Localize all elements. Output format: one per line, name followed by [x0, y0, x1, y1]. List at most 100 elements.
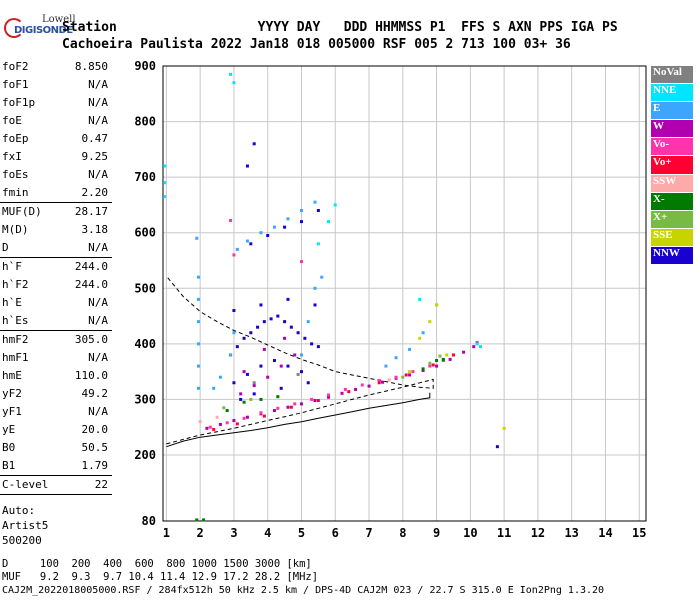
data-point [252, 142, 256, 146]
data-point [242, 416, 246, 420]
data-point [320, 275, 324, 279]
data-point [232, 331, 236, 335]
data-point [289, 325, 293, 329]
data-point [259, 303, 263, 307]
data-point [394, 356, 398, 360]
data-point [286, 364, 290, 368]
param-row: foE N/A [0, 112, 112, 130]
param-value: 20.0 [81, 423, 109, 436]
param-row: hmF2 305.0 [0, 331, 112, 349]
autoscaling-info: 500200 [2, 534, 42, 547]
data-point [286, 405, 290, 409]
data-point [286, 297, 290, 301]
param-key: h`E [2, 296, 22, 309]
y-tick-label: 900 [134, 59, 156, 73]
data-point [472, 345, 476, 349]
data-point [404, 373, 408, 377]
y-tick-label: 800 [134, 115, 156, 129]
data-point [354, 387, 358, 391]
model-curve-solid [166, 392, 431, 448]
data-point [360, 383, 364, 387]
footer-file-info: CAJ2M_2022018005000.RSF / 284fx512h 50 k… [2, 585, 605, 596]
param-value: N/A [88, 96, 108, 109]
data-point [448, 357, 452, 361]
data-point [343, 387, 347, 391]
data-point [272, 359, 276, 363]
param-key: MUF(D) [2, 205, 42, 218]
data-point [218, 375, 222, 379]
data-point [163, 181, 167, 185]
autoscaling-info: Auto: [2, 504, 36, 517]
data-point [316, 345, 320, 349]
param-key: foF1p [2, 96, 36, 109]
data-point [196, 364, 200, 368]
header-row-2: Cachoeira Paulista 2022 Jan18 018 005000… [62, 37, 571, 52]
data-point [259, 411, 263, 415]
param-row: foEs N/A [0, 166, 112, 184]
data-point [299, 260, 303, 264]
data-point [279, 364, 283, 368]
param-key: B1 [2, 459, 16, 472]
data-point [299, 353, 303, 357]
x-tick-label: 3 [230, 526, 237, 540]
data-point [283, 225, 287, 229]
legend-item-nne: NNE [651, 84, 693, 103]
legend-item-nnw: NNW [651, 246, 693, 266]
data-point [262, 320, 266, 324]
x-tick-label: 10 [463, 526, 477, 540]
param-value: 244.0 [74, 278, 108, 291]
data-point [421, 369, 425, 373]
param-key: foEp [2, 132, 29, 145]
data-point [428, 364, 432, 368]
data-point [276, 314, 280, 318]
data-point [215, 415, 219, 419]
data-point [293, 353, 297, 357]
param-key: D [2, 241, 9, 254]
data-point [421, 367, 425, 371]
data-point [296, 331, 300, 335]
data-point [212, 386, 216, 390]
param-value: 9.25 [81, 150, 109, 163]
data-point [435, 359, 439, 363]
data-point [262, 414, 266, 418]
data-point [256, 325, 260, 329]
param-key: hmF1 [2, 351, 29, 364]
legend-item-noval: NoVal [651, 66, 693, 85]
param-value: 8.850 [74, 60, 108, 73]
legend: NoVal NNE E W Vo- Vo+ SSW X- X+ SSE NNW [651, 66, 693, 266]
data-point [235, 247, 239, 251]
data-point [245, 164, 249, 168]
param-key: hmF2 [2, 333, 29, 346]
param-row: h`F 244.0 [0, 258, 112, 276]
data-point [198, 420, 202, 424]
data-point [232, 81, 236, 85]
data-point [435, 364, 439, 368]
x-tick-label: 1 [163, 526, 170, 540]
autoscaling-info: Artist5 [2, 519, 49, 532]
data-point [239, 392, 243, 396]
data-point [438, 354, 442, 358]
data-point [239, 397, 243, 401]
data-point [384, 364, 388, 368]
logo-brand-top: Lowell [42, 14, 76, 25]
data-point [196, 342, 200, 346]
data-point [299, 220, 303, 224]
data-point [196, 320, 200, 324]
data-point [462, 350, 466, 354]
data-point [232, 381, 236, 385]
param-row: C-level 22 [0, 476, 112, 494]
param-row: B0 50.5 [0, 439, 112, 457]
data-point [441, 357, 445, 361]
data-point [249, 242, 253, 246]
data-point [401, 375, 405, 379]
data-point [445, 353, 449, 357]
x-tick-label: 2 [197, 526, 204, 540]
param-value: 0.47 [81, 132, 109, 145]
data-point [259, 397, 263, 401]
data-point [232, 309, 236, 313]
param-key: B0 [2, 441, 16, 454]
data-point [495, 445, 499, 449]
data-point [316, 208, 320, 212]
param-row: h`F2 244.0 [0, 276, 112, 294]
param-row: hmF1 N/A [0, 349, 112, 367]
